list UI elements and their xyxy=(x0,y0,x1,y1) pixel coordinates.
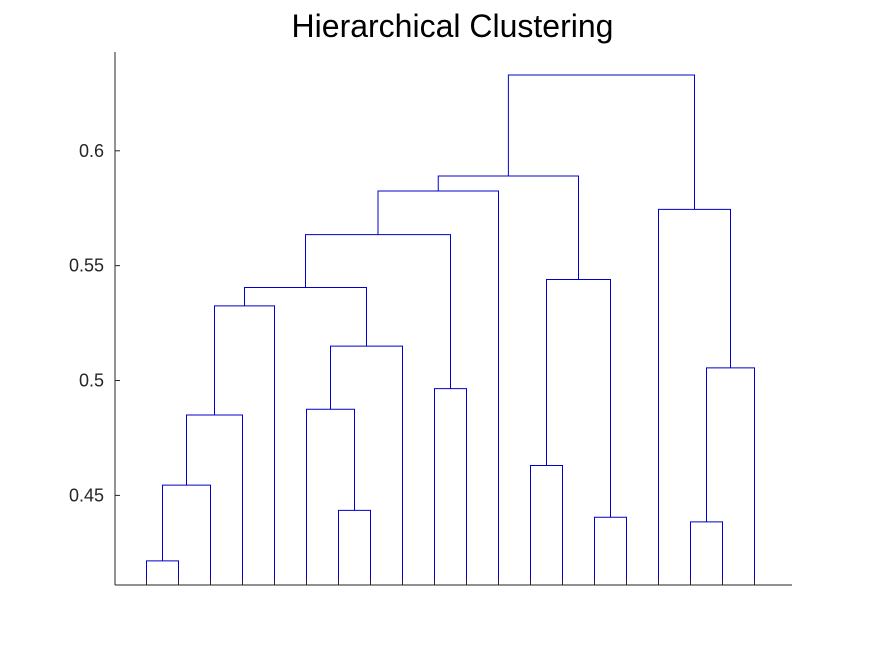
y-tick-label: 0.5 xyxy=(79,371,104,391)
dendrogram-link-4 xyxy=(214,305,275,585)
y-tick-label: 0.45 xyxy=(69,485,104,505)
dendrogram-link-6 xyxy=(306,408,355,585)
dendrogram-link-15 xyxy=(437,175,579,280)
y-tick-label: 0.55 xyxy=(69,256,104,276)
dendrogram-link-7 xyxy=(330,345,403,585)
dendrogram-link-12 xyxy=(530,465,563,585)
dendrogram-link-14 xyxy=(546,278,611,518)
dendrogram-link-16 xyxy=(690,521,723,585)
dendrogram-link-10 xyxy=(305,234,451,389)
dendrogram-link-5 xyxy=(338,509,371,585)
dendrogram-link-8 xyxy=(244,286,367,347)
dendrogram-link-1 xyxy=(146,560,179,585)
dendrogram-link-11 xyxy=(377,190,499,585)
dendrogram-link-2 xyxy=(162,484,211,585)
dendrogram-link-13 xyxy=(594,516,627,585)
dendrogram-link-9 xyxy=(434,388,467,585)
dendrogram-link-17 xyxy=(706,367,755,585)
dendrogram-link-3 xyxy=(186,414,243,585)
dendrogram-link-18 xyxy=(658,208,731,585)
dendrogram-link-19 xyxy=(507,74,695,210)
y-tick-label: 0.6 xyxy=(79,141,104,161)
chart-title: Hierarchical Clustering xyxy=(291,8,614,44)
